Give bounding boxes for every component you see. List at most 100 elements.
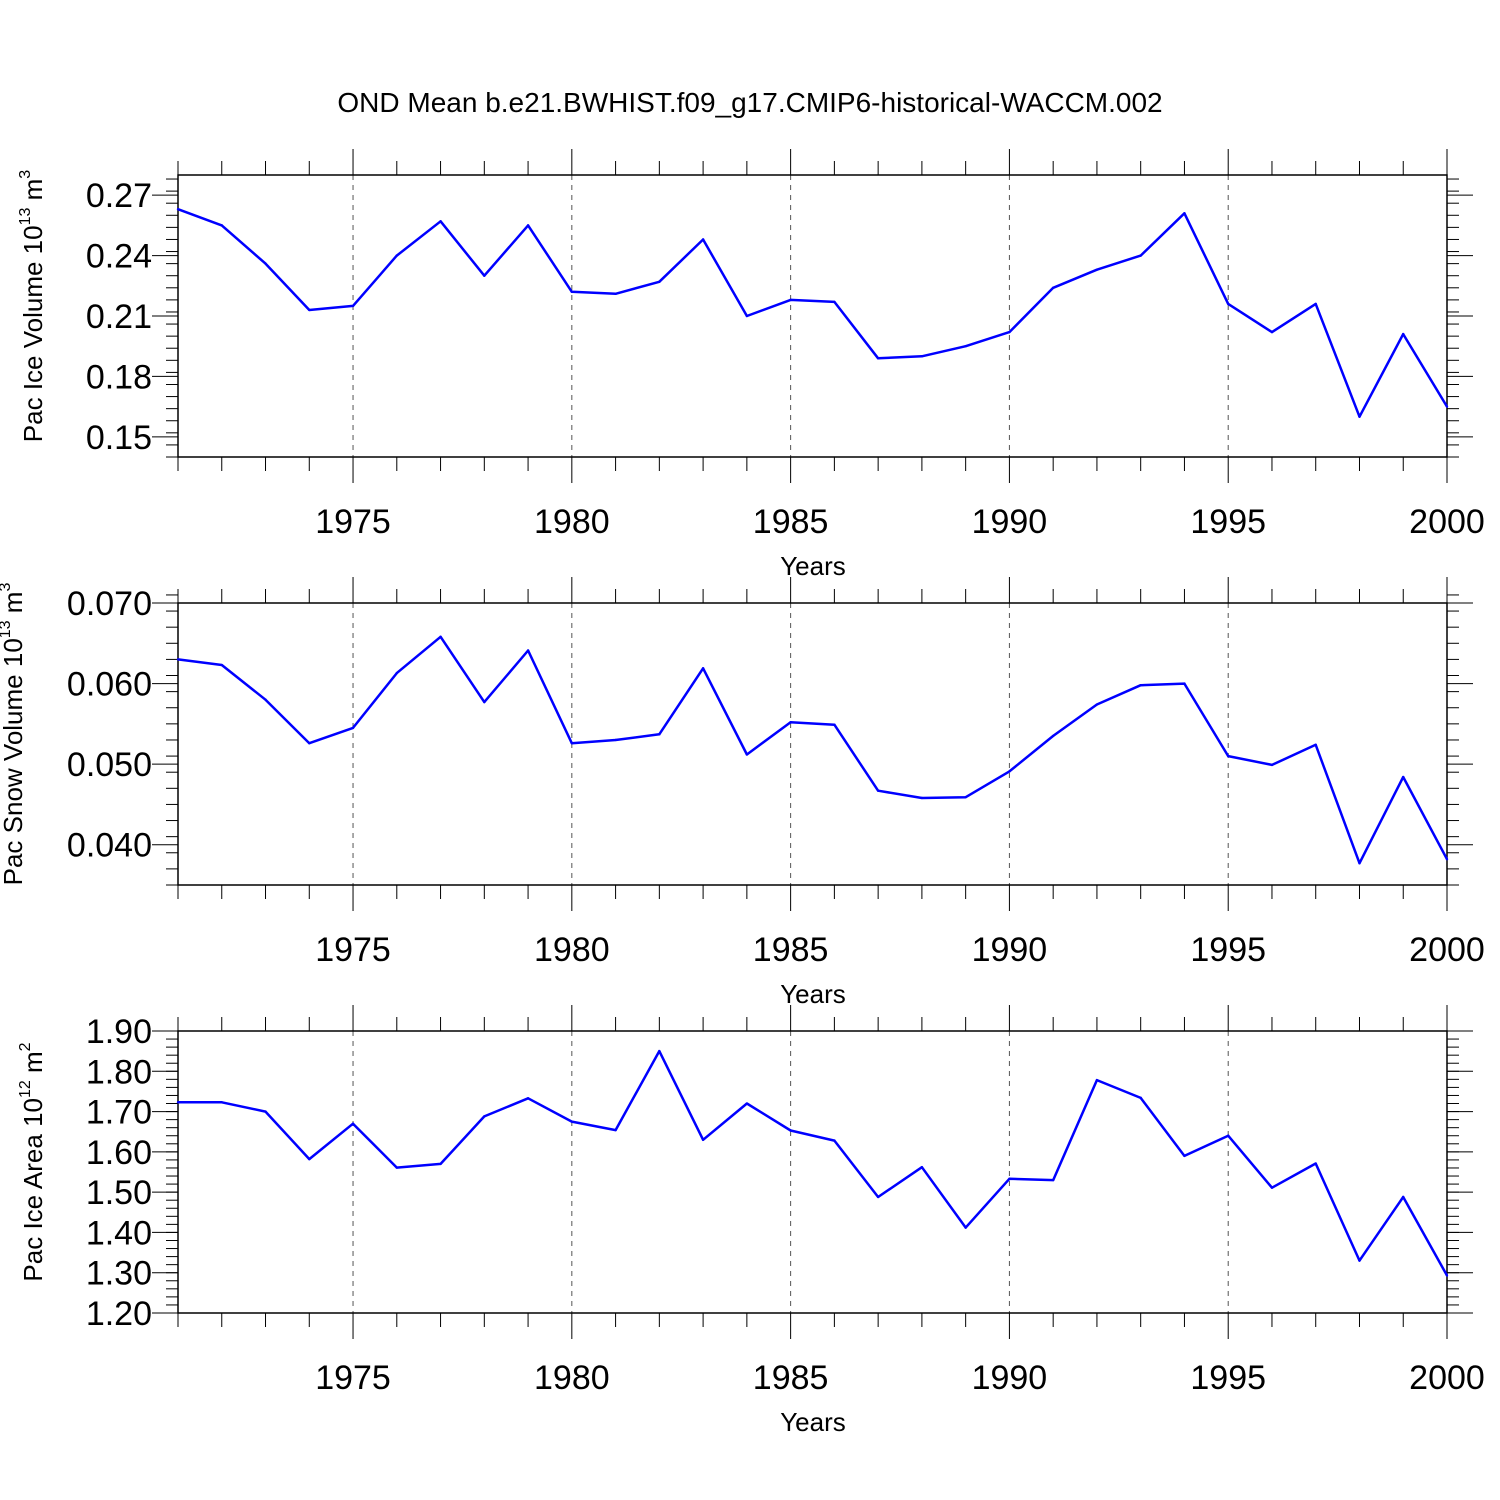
x-tick-label: 1980	[534, 1359, 610, 1397]
data-point	[308, 1157, 311, 1161]
data-point	[1095, 703, 1099, 706]
x-tick-label: 1995	[1190, 1359, 1266, 1397]
data-point	[264, 262, 267, 265]
data-point	[1051, 1178, 1055, 1182]
data-point	[964, 1226, 967, 1229]
chart-panels: 0.15 0.18 0.21 0.24 0.27 1975 1980 1985 1990 1995…	[0, 149, 1485, 1437]
data-point	[351, 1122, 355, 1125]
x-tick-label: 1995	[1190, 931, 1266, 969]
data-point	[1139, 1096, 1142, 1100]
data-point	[789, 298, 792, 302]
data-point	[1358, 1259, 1361, 1262]
y-tick-label: 0.060	[67, 666, 152, 704]
data-point	[483, 700, 486, 704]
data-point	[1008, 330, 1011, 334]
x-tick-label: 2000	[1409, 503, 1485, 541]
data-point	[1445, 405, 1449, 408]
plot-frame	[177, 602, 1448, 886]
plot-frame	[177, 174, 1448, 458]
data-point	[964, 345, 967, 348]
y-axis-label: Pac Ice Volume 1013 m3	[17, 170, 48, 443]
x-tick-label: 1975	[315, 503, 391, 541]
data-point	[439, 1162, 442, 1166]
data-point	[1227, 302, 1230, 306]
series-line	[177, 208, 1449, 418]
panel-3: 1.201.301.401.501.601.701.801.90 1975 1980…	[17, 1005, 1485, 1437]
y-axis-label: Pac Ice Area 1012 m2	[17, 1042, 48, 1281]
data-point	[1314, 302, 1317, 306]
data-point	[351, 726, 355, 730]
data-point	[920, 355, 924, 358]
data-point	[1402, 775, 1405, 779]
x-tick-label: 1975	[315, 1359, 391, 1397]
data-point	[1227, 754, 1230, 758]
data-point	[1270, 1186, 1274, 1189]
y-tick-label: 1.40	[86, 1214, 152, 1252]
x-tick-label: 2000	[1409, 1359, 1485, 1397]
x-tick-label: 2000	[1409, 931, 1485, 969]
x-axis-label: Years	[780, 1407, 846, 1437]
data-point	[1183, 212, 1186, 215]
y-tick-label: 1.30	[86, 1255, 152, 1293]
data-point	[308, 741, 311, 745]
data-point	[701, 667, 705, 670]
data-point	[833, 300, 836, 304]
x-tick-label: 1985	[753, 1359, 829, 1397]
data-point	[1445, 1274, 1449, 1277]
y-tick-label: 1.80	[86, 1053, 152, 1091]
x-tick-label: 1990	[972, 503, 1048, 541]
panel-2: 0.040 0.050 0.060 0.070 1975 1980 1985 1990 1995…	[0, 577, 1485, 1009]
panel-1: 0.15 0.18 0.21 0.24 0.27 1975 1980 1985 1990 1995…	[17, 149, 1485, 581]
data-point	[658, 733, 661, 736]
data-point	[570, 741, 574, 745]
x-tick-label: 1990	[972, 1359, 1048, 1397]
data-point	[745, 753, 749, 756]
y-tick-label: 0.27	[86, 177, 152, 215]
data-point	[964, 795, 967, 799]
plot-frame	[177, 1030, 1448, 1314]
data-point	[395, 671, 398, 675]
data-point	[1445, 858, 1449, 861]
data-point	[1139, 254, 1142, 257]
series-line	[178, 1049, 1449, 1277]
y-tick-label: 1.70	[86, 1094, 152, 1132]
data-point	[570, 290, 574, 294]
data-point	[570, 1120, 574, 1123]
y-tick-label: 0.15	[86, 419, 152, 457]
y-tick-label: 0.24	[86, 238, 152, 276]
data-point	[1227, 1134, 1230, 1137]
data-point	[658, 280, 661, 283]
data-point	[833, 723, 836, 726]
data-point	[833, 1139, 836, 1142]
data-point	[701, 1138, 705, 1141]
data-point	[614, 738, 617, 742]
x-tick-label: 1995	[1190, 503, 1266, 541]
data-point	[176, 1101, 180, 1104]
series-line	[177, 635, 1449, 865]
data-point	[1314, 743, 1317, 747]
data-point	[526, 1097, 530, 1100]
data-point	[920, 796, 924, 800]
x-axis-label: Years	[780, 979, 846, 1009]
data-point	[789, 1129, 792, 1132]
data-point	[745, 314, 749, 318]
data-point	[1358, 862, 1361, 865]
y-axis-label: Pac Snow Volume 1013 m3	[0, 583, 28, 886]
x-tick-label: 1980	[534, 503, 610, 541]
y-tick-label: 1.20	[86, 1295, 152, 1333]
x-tick-label: 1985	[753, 931, 829, 969]
data-point	[658, 1049, 661, 1053]
data-point	[876, 1195, 880, 1199]
data-point	[439, 635, 442, 639]
data-point	[308, 308, 311, 312]
data-point	[264, 698, 267, 701]
data-point	[876, 789, 880, 792]
data-point	[789, 721, 792, 724]
x-tick-label: 1985	[753, 503, 829, 541]
data-point	[220, 663, 223, 667]
data-point	[483, 1115, 486, 1118]
y-tick-label: 0.18	[86, 358, 152, 396]
x-tick-label: 1980	[534, 931, 610, 969]
data-point	[483, 274, 486, 277]
y-tick-label: 1.90	[86, 1013, 152, 1051]
